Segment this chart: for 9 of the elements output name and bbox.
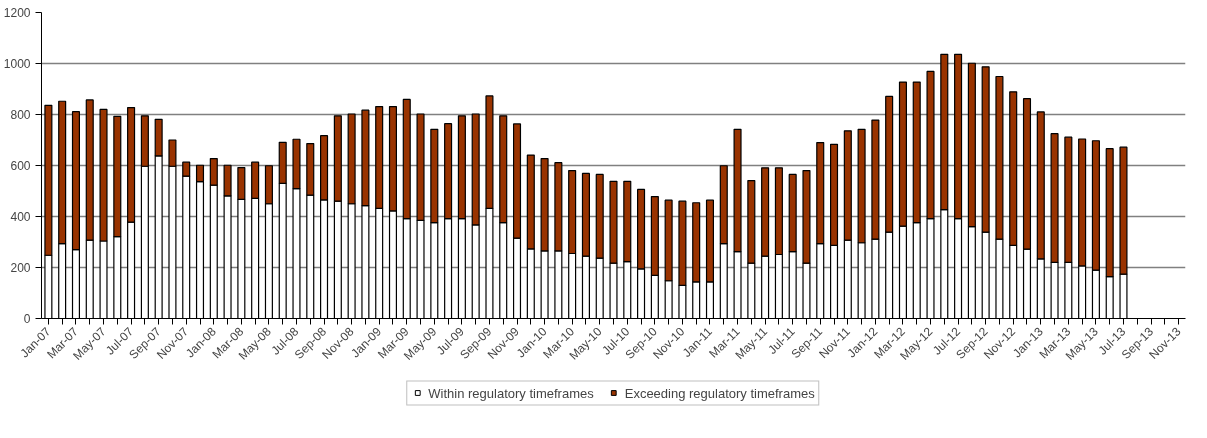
y-tick-label: 600 — [10, 159, 31, 173]
y-tick-label: 400 — [10, 210, 31, 224]
y-tick-label: 800 — [10, 108, 31, 122]
legend-label: Exceeding regulatory timeframes — [624, 385, 815, 400]
y-tick-label: 1000 — [3, 57, 31, 71]
y-tick-label: 1200 — [3, 6, 31, 20]
y-tick-label: 0 — [23, 312, 31, 326]
legend-label: Within regulatory timeframes — [428, 385, 594, 400]
y-tick-label: 200 — [10, 261, 31, 275]
